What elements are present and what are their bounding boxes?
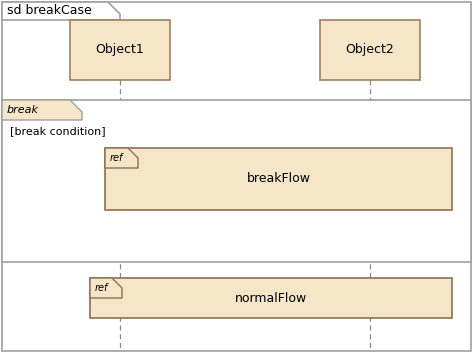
FancyBboxPatch shape (105, 148, 452, 210)
Polygon shape (105, 148, 138, 168)
Text: [break condition]: [break condition] (10, 126, 106, 136)
Text: sd breakCase: sd breakCase (7, 5, 92, 18)
FancyBboxPatch shape (2, 100, 471, 262)
Text: break: break (7, 105, 39, 115)
Polygon shape (2, 2, 120, 20)
FancyBboxPatch shape (2, 2, 471, 351)
Text: Object1: Object1 (96, 43, 145, 56)
Text: breakFlow: breakFlow (246, 173, 310, 185)
Polygon shape (90, 278, 122, 298)
FancyBboxPatch shape (70, 20, 170, 80)
Text: normalFlow: normalFlow (235, 292, 307, 305)
FancyBboxPatch shape (90, 278, 452, 318)
Text: Object2: Object2 (346, 43, 394, 56)
Polygon shape (2, 100, 82, 120)
Text: ref: ref (95, 283, 109, 293)
FancyBboxPatch shape (320, 20, 420, 80)
Text: ref: ref (110, 153, 123, 163)
